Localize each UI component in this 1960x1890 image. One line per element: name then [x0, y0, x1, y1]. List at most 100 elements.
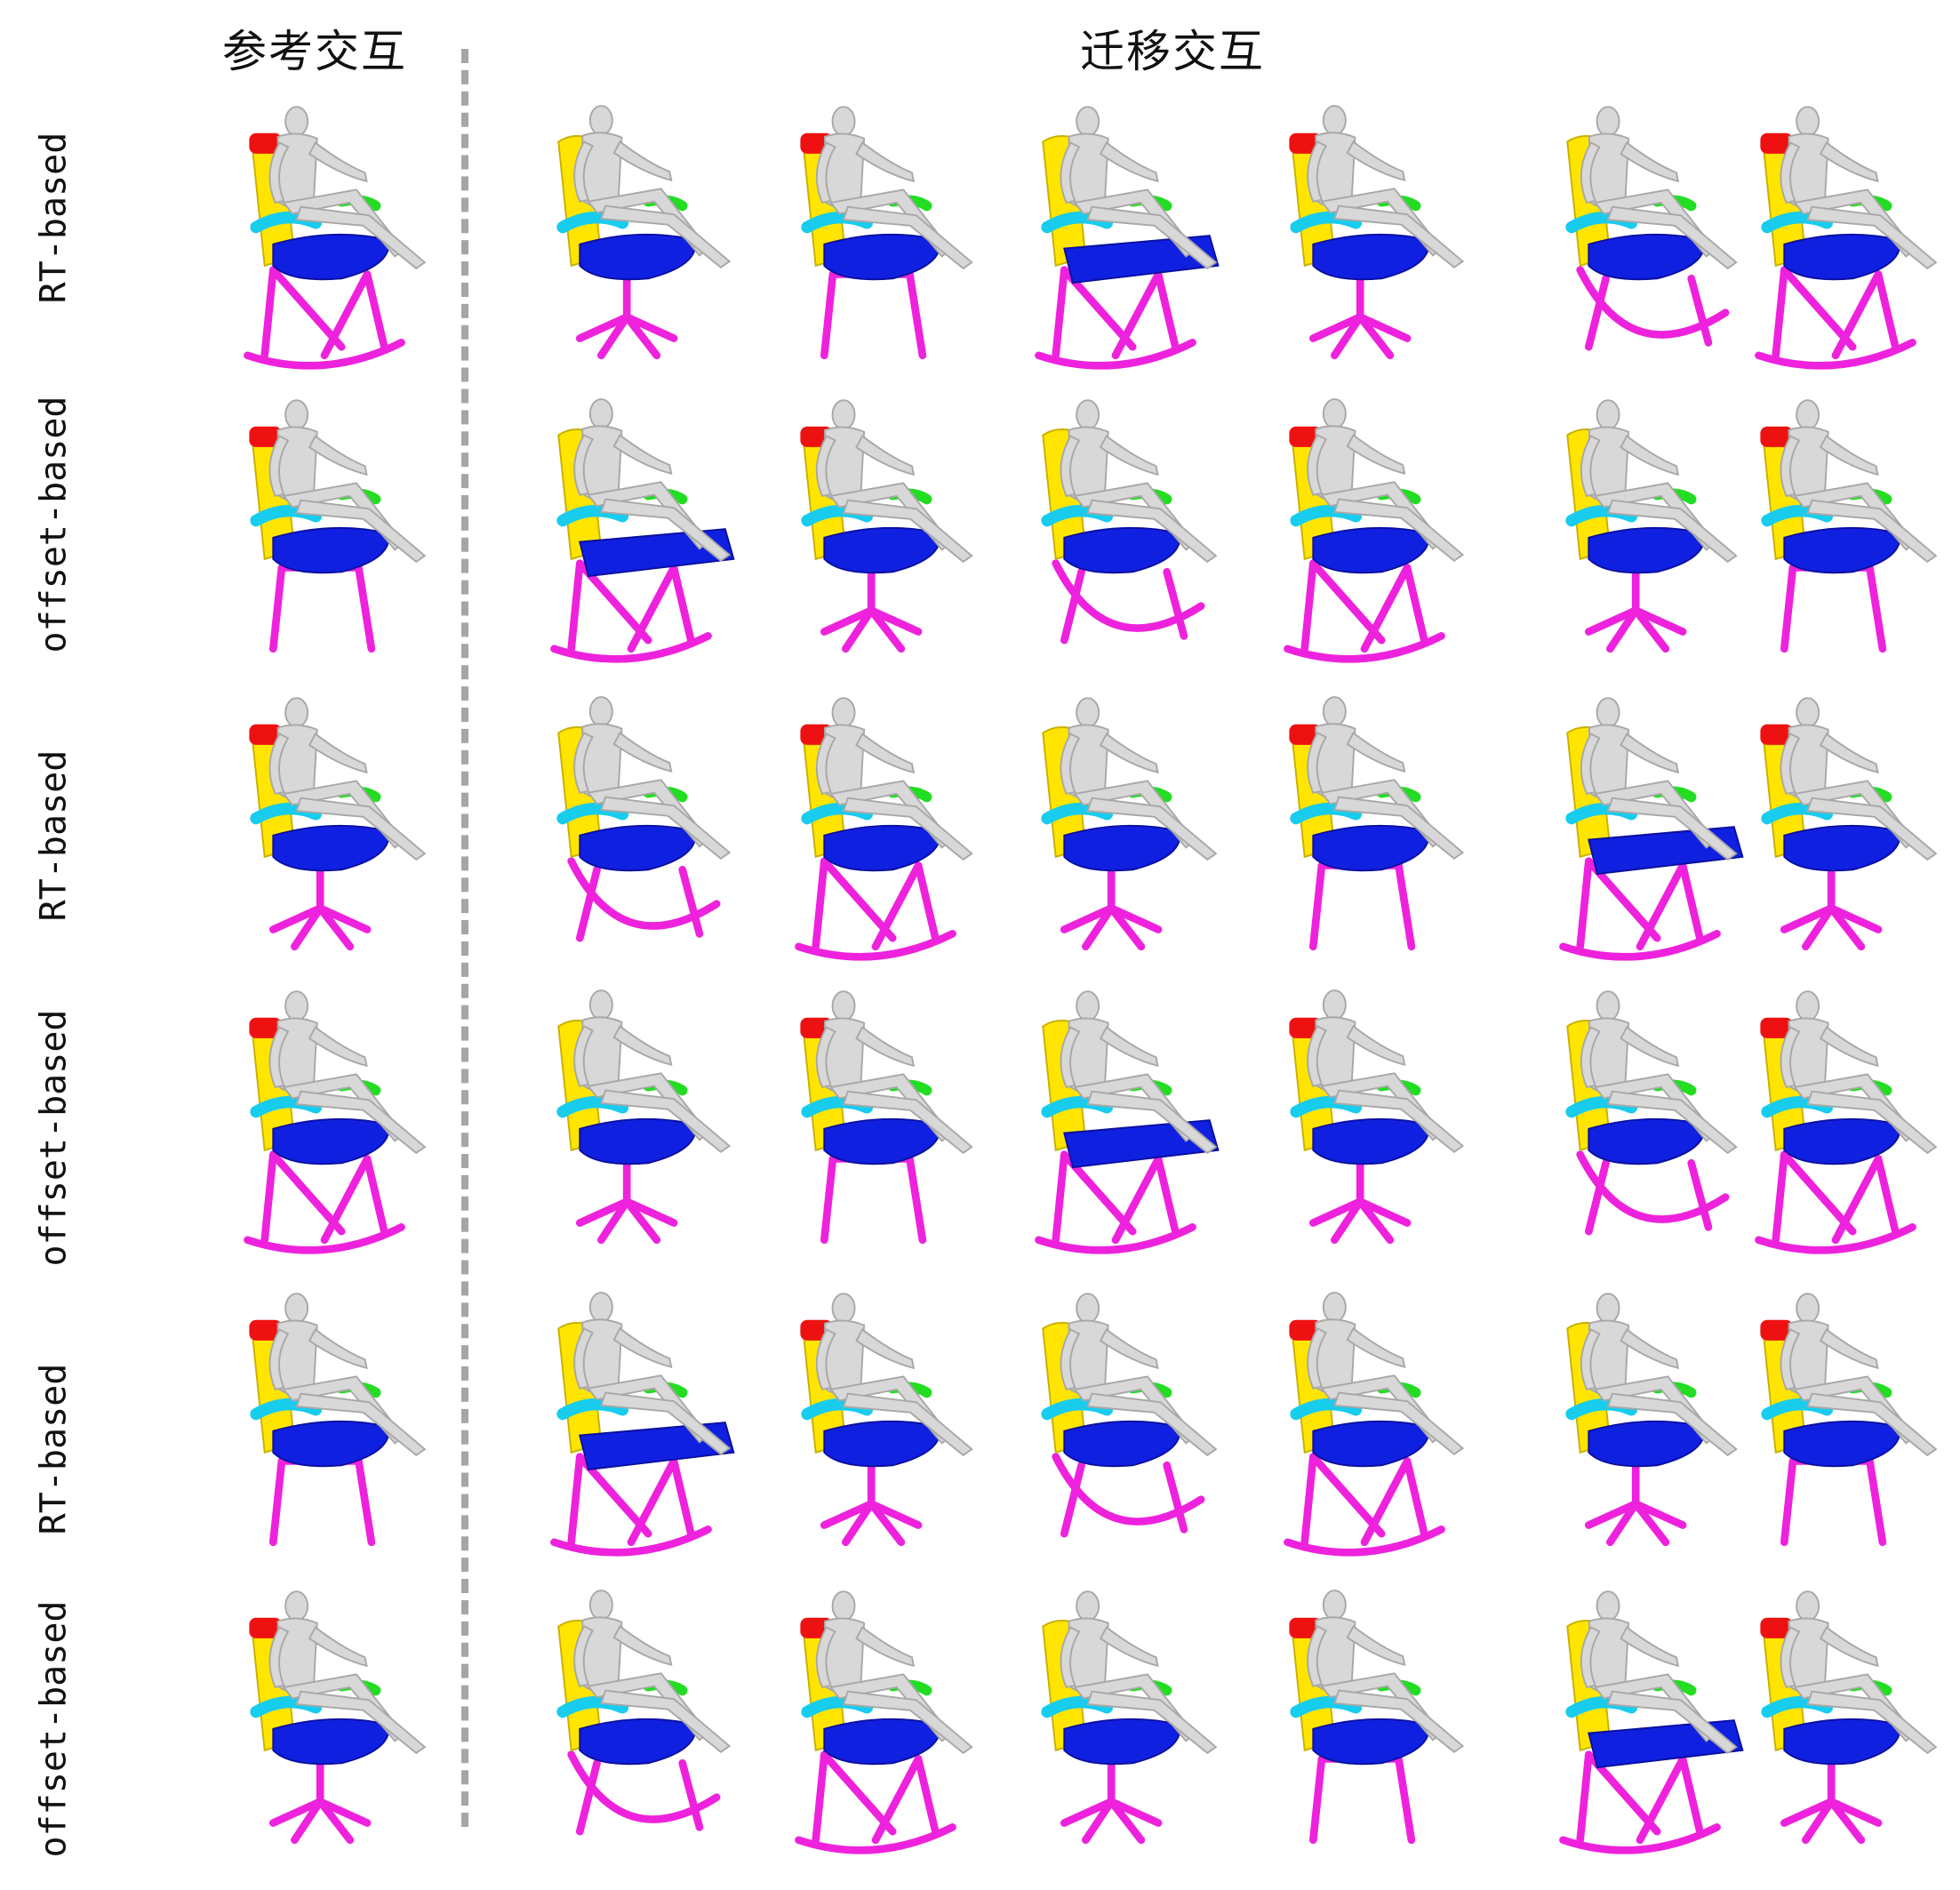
human-figure — [1307, 696, 1465, 860]
chair-base — [1780, 1457, 1887, 1547]
transfer-render — [1724, 982, 1947, 1267]
transfer-render — [1724, 689, 1947, 973]
chair-human-scene — [1289, 1590, 1465, 1845]
transfer-render — [1004, 982, 1227, 1267]
human-figure — [1580, 399, 1738, 564]
human-figure — [1580, 990, 1738, 1155]
chair-seat — [1783, 1718, 1901, 1766]
chair-seat — [1063, 1718, 1181, 1766]
transfer-render — [1529, 391, 1751, 676]
chair-seat — [823, 824, 941, 872]
chair-human-scene — [1284, 1292, 1465, 1557]
chair-base — [575, 1158, 678, 1245]
human-figure — [815, 697, 973, 861]
chair-human-scene — [1760, 697, 1938, 951]
chair-base — [1559, 857, 1721, 961]
chair-seat — [1588, 233, 1706, 281]
human-figure — [573, 696, 732, 860]
chair-seat — [1783, 824, 1901, 872]
transfer-render — [764, 1285, 987, 1569]
reference-render — [213, 98, 436, 382]
transfer-render — [1724, 391, 1947, 676]
transfer-render — [1724, 98, 1947, 382]
transfer-render — [1724, 1285, 1947, 1569]
chair-seat — [1312, 526, 1430, 574]
transfer-render — [1004, 98, 1227, 382]
human-figure — [1780, 106, 1938, 270]
transfer-render — [1004, 1582, 1227, 1867]
chair-seat — [579, 824, 697, 872]
chair-human-scene — [556, 105, 732, 360]
transfer-render — [1529, 1285, 1751, 1569]
human-figure — [1060, 990, 1218, 1155]
chair-seat — [1063, 824, 1181, 872]
transfer-render — [1529, 98, 1751, 382]
chair-base — [795, 857, 956, 961]
transfer-render — [520, 1582, 742, 1867]
chair-human-scene — [1041, 697, 1218, 951]
human-figure — [1580, 106, 1738, 270]
chair-base — [1584, 567, 1687, 653]
transfer-render — [1004, 1285, 1227, 1569]
chair-human-scene — [800, 1293, 973, 1547]
chair-seat — [823, 1420, 941, 1468]
transfer-render — [1253, 982, 1476, 1267]
chair-seat — [1063, 1420, 1181, 1468]
chair-base — [268, 1758, 372, 1845]
human-figure — [1780, 1293, 1938, 1457]
human-figure — [815, 990, 973, 1155]
chair-base — [1284, 559, 1445, 663]
chair-base — [575, 274, 678, 360]
header-transfer: 迁移交互 — [1080, 26, 1265, 77]
chair-headrest — [249, 724, 282, 745]
chair-base — [820, 270, 927, 360]
chair-seat — [823, 233, 941, 281]
transfer-render — [520, 689, 742, 973]
chair-human-scene — [1035, 106, 1220, 370]
chair-base — [1035, 1150, 1196, 1254]
chair-seat — [272, 1117, 390, 1165]
chair-base — [1052, 1453, 1205, 1538]
chair-human-scene — [1760, 399, 1938, 653]
chair-base — [1576, 266, 1730, 351]
chair-headrest — [249, 1017, 282, 1038]
human-figure — [573, 105, 732, 268]
chair-human-scene — [1289, 989, 1465, 1245]
chair-human-scene — [1041, 1590, 1218, 1845]
chair-seat — [1783, 1117, 1901, 1165]
chair-seat — [1312, 233, 1430, 281]
chair-headrest — [249, 1617, 282, 1638]
row-label-2: offset-based — [33, 396, 75, 653]
chair-human-scene — [244, 990, 427, 1254]
chair-human-scene — [800, 106, 973, 360]
chair-headrest — [249, 132, 282, 154]
chair-seat — [272, 824, 390, 872]
human-figure — [1307, 398, 1465, 562]
human-figure — [1307, 989, 1465, 1153]
chair-human-scene — [249, 399, 427, 653]
chair-seat — [1588, 1117, 1706, 1165]
human-figure — [573, 1292, 732, 1455]
transfer-render — [1253, 689, 1476, 973]
human-figure — [1060, 697, 1218, 861]
chair-headrest — [1760, 1319, 1793, 1341]
chair-base — [820, 567, 923, 653]
chair-seat — [823, 1117, 941, 1165]
chair-base — [1308, 861, 1416, 951]
transfer-render — [1529, 689, 1751, 973]
chair-seat — [1783, 526, 1901, 574]
chair-human-scene — [556, 696, 732, 942]
reference-render — [213, 1582, 436, 1867]
chair-base — [268, 564, 376, 653]
human-figure — [1580, 1293, 1738, 1457]
reference-render — [213, 689, 436, 973]
transfer-render — [764, 1582, 987, 1867]
chair-human-scene — [550, 1292, 735, 1557]
human-figure — [1060, 106, 1218, 270]
chair-headrest — [1760, 1617, 1793, 1638]
human-figure — [1780, 697, 1938, 861]
chair-human-scene — [1289, 696, 1465, 951]
row-label-1: RT-based — [33, 132, 74, 304]
human-figure — [1580, 697, 1738, 861]
human-figure — [573, 1590, 732, 1753]
